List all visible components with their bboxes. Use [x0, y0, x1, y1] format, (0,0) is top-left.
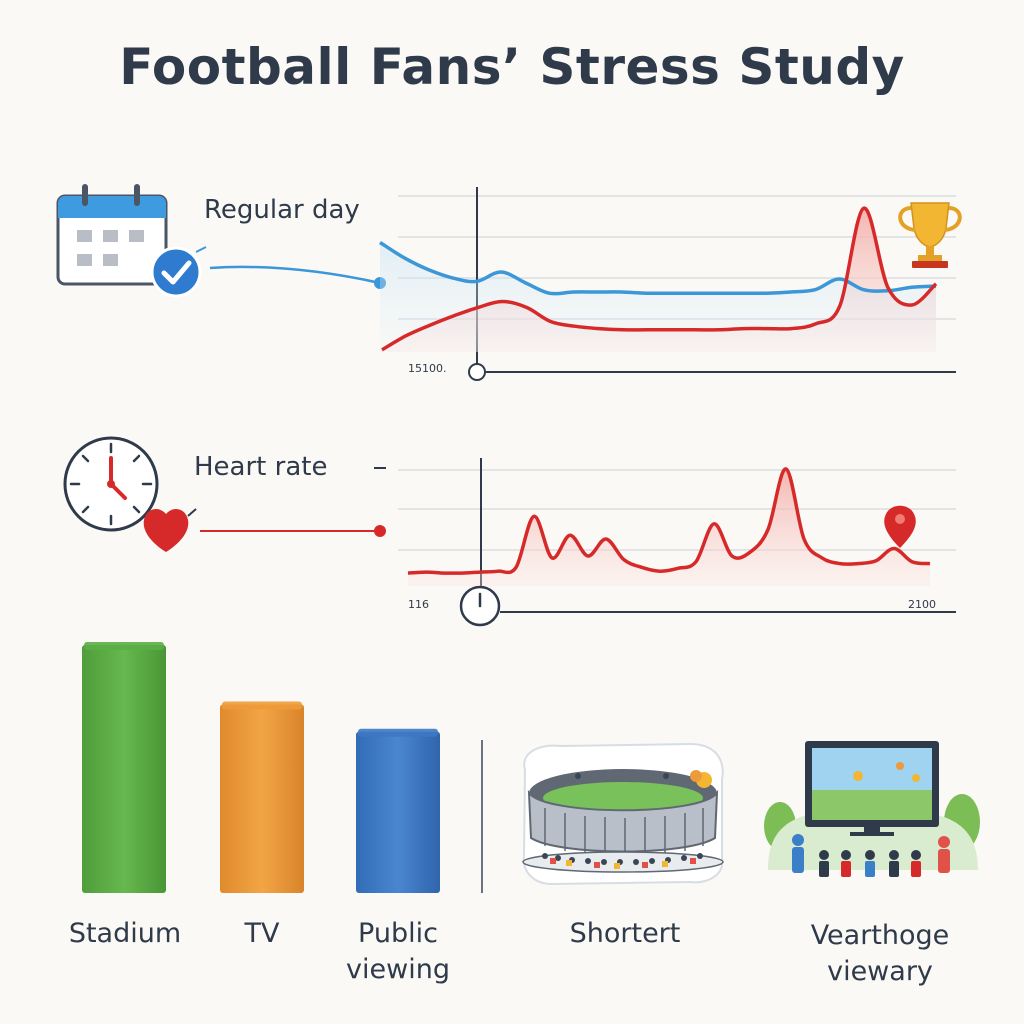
- bar-label-tv: TV: [244, 918, 280, 949]
- chart2-area-heart-rate: [408, 468, 930, 586]
- chart2-series: [407, 467, 931, 586]
- connector-tick-1: [195, 246, 207, 253]
- stopwatch-icon: [459, 585, 501, 627]
- chart2-tick-right: 2100: [908, 598, 936, 611]
- bar-chart: [82, 642, 440, 893]
- chart2-tick-left: 116: [408, 598, 429, 611]
- page-title: Football Fans’ Stress Study: [119, 38, 905, 96]
- bar-label-public-viewing: Public viewing: [346, 918, 450, 985]
- bar-label-stadium: Stadium: [68, 918, 182, 949]
- chart1-area-regular-day: [380, 242, 936, 352]
- chart2-gridlines: [398, 469, 956, 551]
- heart-icon: [143, 509, 189, 552]
- connector-dot-heart: [374, 525, 386, 537]
- bar-stadium: [82, 645, 166, 893]
- bar-public-viewing: [356, 731, 440, 893]
- stadium-scene-label: Shortert: [569, 918, 681, 949]
- bar-stadium-cap: [84, 642, 164, 650]
- calendar-icon: [56, 184, 168, 286]
- public-scene-label-line1: Vearthoge: [810, 920, 950, 951]
- chart1-series-match-day: [381, 206, 938, 352]
- chart1-series-regular-day: [379, 241, 937, 296]
- check-badge-icon: [150, 246, 202, 298]
- chart1-origin-marker: [468, 363, 486, 381]
- public-viewing-illustration: [764, 741, 980, 877]
- map-pin-icon: [884, 505, 916, 548]
- bar-tv-cap: [222, 701, 302, 710]
- public-scene-label-line2: viewary: [827, 956, 933, 987]
- chart2-series-heart-rate: [407, 467, 931, 575]
- regular-day-label: Regular day: [204, 195, 360, 225]
- public-scene-label: Vearthoge viewary: [790, 918, 970, 990]
- chart1-tick-left: 15100.: [408, 362, 447, 375]
- connector-line-regular: [209, 265, 381, 285]
- trophy-icon: [898, 202, 962, 268]
- heart-rate-label: Heart rate: [194, 452, 328, 482]
- connector-tick-2: [187, 508, 197, 517]
- bar-public-viewing-cap: [358, 728, 438, 737]
- clock-icon: [63, 436, 159, 532]
- bar-tv: [220, 704, 304, 893]
- stadium-illustration: [522, 742, 724, 886]
- chart1-series: [379, 206, 938, 352]
